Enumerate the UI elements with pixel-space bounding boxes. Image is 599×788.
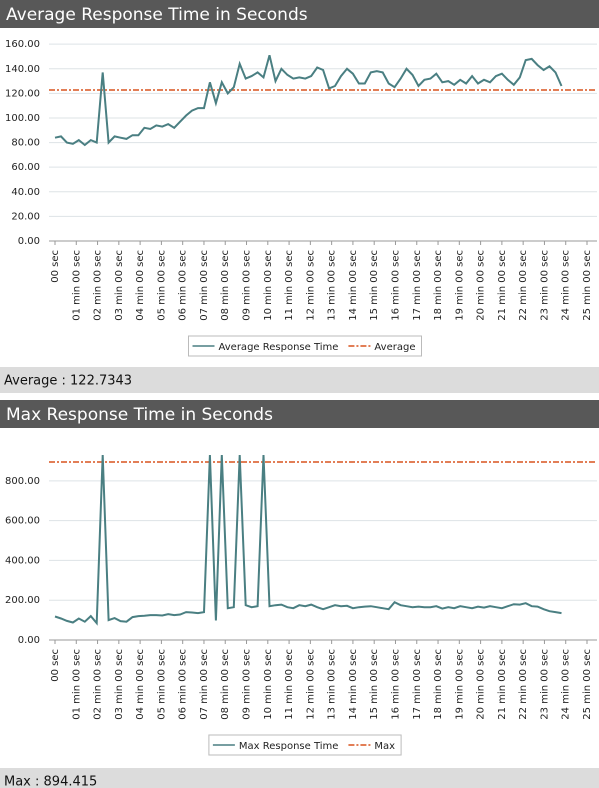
x-tick-label: 10 min 00 sec xyxy=(263,250,274,321)
legend-box xyxy=(188,335,422,357)
x-tick-label: 13 min 00 sec xyxy=(327,649,338,720)
x-tick-label: 01 min 00 sec xyxy=(71,649,82,720)
summary-text: Max : 894.415 xyxy=(4,775,97,788)
x-tick-label: 23 min 00 sec xyxy=(539,250,550,321)
summary-text: Average : 122.7343 xyxy=(4,374,132,389)
x-tick-label: 24 min 00 sec xyxy=(561,649,572,720)
legend-label: Max xyxy=(374,741,395,752)
x-tick-label: 01 min 00 sec xyxy=(71,250,82,321)
x-tick-label: 25 min 00 sec xyxy=(582,649,593,720)
x-tick-label: 03 min 00 sec xyxy=(114,250,125,321)
x-tick-label: 02 min 00 sec xyxy=(93,649,104,720)
x-tick-label: 07 min 00 sec xyxy=(199,250,210,321)
header-bar xyxy=(0,400,599,428)
y-tick-label: 0.00 xyxy=(18,236,40,247)
legend-label: Average Response Time xyxy=(219,342,339,353)
y-tick-label: 140.00 xyxy=(5,64,40,75)
y-tick-label: 60.00 xyxy=(11,162,40,173)
data-line xyxy=(54,454,562,626)
x-tick-label: 22 min 00 sec xyxy=(518,250,529,321)
header-bar xyxy=(0,0,599,28)
y-tick-label: 80.00 xyxy=(11,138,40,149)
x-tick-label: 21 min 00 sec xyxy=(497,250,508,321)
x-tick-label: 13 min 00 sec xyxy=(327,250,338,321)
x-tick-label: 25 min 00 sec xyxy=(582,250,593,321)
x-tick-label: 11 min 00 sec xyxy=(284,649,295,720)
chart-title: Max Response Time in Seconds xyxy=(6,405,273,425)
legend-label: Max Response Time xyxy=(239,741,339,752)
legend-label: Average xyxy=(374,342,415,353)
y-tick-label: 120.00 xyxy=(5,88,40,99)
y-tick-label: 600.00 xyxy=(5,516,40,527)
x-tick-label: 16 min 00 sec xyxy=(390,649,401,720)
chart-title: Average Response Time in Seconds xyxy=(6,5,308,25)
x-tick-label: 15 min 00 sec xyxy=(369,649,380,720)
x-tick-label: 00 sec xyxy=(50,649,61,682)
y-tick-label: 40.00 xyxy=(11,187,40,198)
x-tick-label: 02 min 00 sec xyxy=(93,250,104,321)
x-tick-label: 05 min 00 sec xyxy=(156,250,167,321)
x-tick-label: 22 min 00 sec xyxy=(518,649,529,720)
x-tick-label: 17 min 00 sec xyxy=(412,649,423,720)
y-tick-label: 100.00 xyxy=(5,113,40,124)
x-tick-label: 11 min 00 sec xyxy=(284,250,295,321)
y-tick-label: 200.00 xyxy=(5,595,40,606)
x-tick-label: 16 min 00 sec xyxy=(390,250,401,321)
summary-bar xyxy=(0,768,599,788)
x-tick-label: 09 min 00 sec xyxy=(242,649,253,720)
x-tick-label: 05 min 00 sec xyxy=(156,649,167,720)
x-tick-label: 20 min 00 sec xyxy=(476,649,487,720)
x-tick-label: 08 min 00 sec xyxy=(220,250,231,321)
x-tick-label: 10 min 00 sec xyxy=(263,649,274,720)
x-tick-label: 14 min 00 sec xyxy=(348,649,359,720)
x-tick-label: 14 min 00 sec xyxy=(348,250,359,321)
x-tick-label: 19 min 00 sec xyxy=(454,649,465,720)
x-tick-label: 07 min 00 sec xyxy=(199,649,210,720)
x-tick-label: 15 min 00 sec xyxy=(369,250,380,321)
x-tick-label: 23 min 00 sec xyxy=(539,649,550,720)
y-tick-label: 0.00 xyxy=(18,635,40,646)
y-tick-label: 800.00 xyxy=(5,476,40,487)
y-tick-label: 160.00 xyxy=(5,39,40,50)
y-tick-label: 400.00 xyxy=(5,555,40,566)
x-tick-label: 09 min 00 sec xyxy=(242,250,253,321)
x-tick-label: 12 min 00 sec xyxy=(305,649,316,720)
x-tick-label: 20 min 00 sec xyxy=(476,250,487,321)
x-tick-label: 21 min 00 sec xyxy=(497,649,508,720)
x-tick-label: 18 min 00 sec xyxy=(433,649,444,720)
data-line xyxy=(54,54,563,147)
x-tick-label: 24 min 00 sec xyxy=(561,250,572,321)
x-tick-label: 17 min 00 sec xyxy=(412,250,423,321)
x-tick-label: 06 min 00 sec xyxy=(178,649,189,720)
x-tick-label: 00 sec xyxy=(50,250,61,283)
x-tick-label: 03 min 00 sec xyxy=(114,649,125,720)
x-tick-label: 19 min 00 sec xyxy=(454,250,465,321)
y-tick-label: 20.00 xyxy=(11,211,40,222)
x-tick-label: 04 min 00 sec xyxy=(135,649,146,720)
summary-bar xyxy=(0,367,599,393)
x-tick-label: 04 min 00 sec xyxy=(135,250,146,321)
x-tick-label: 12 min 00 sec xyxy=(305,250,316,321)
x-tick-label: 08 min 00 sec xyxy=(220,649,231,720)
x-tick-label: 18 min 00 sec xyxy=(433,250,444,321)
legend-box xyxy=(208,734,402,756)
x-tick-label: 06 min 00 sec xyxy=(178,250,189,321)
